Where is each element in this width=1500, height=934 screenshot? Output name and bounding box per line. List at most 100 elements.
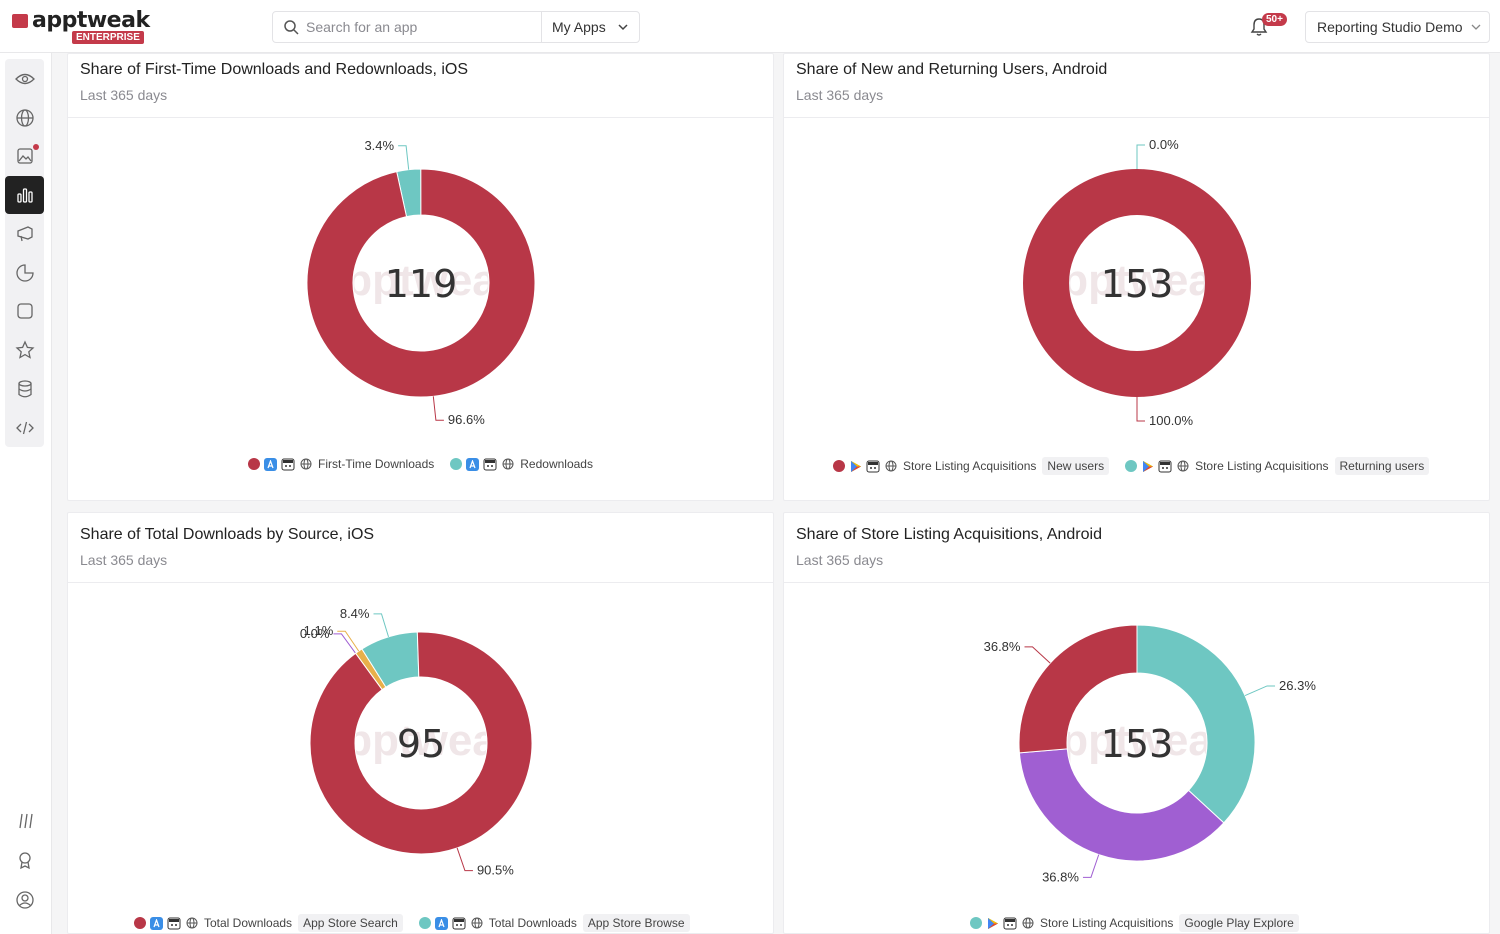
- app-store-icon: [150, 916, 163, 930]
- donut-slice: [309, 631, 533, 855]
- app-avatar-icon: [452, 917, 466, 929]
- top-bar: apptweak ENTERPRISE Search for an app My…: [0, 0, 1500, 53]
- legend-item[interactable]: Store Listing Acquisitions Returning use…: [1125, 457, 1430, 475]
- donut-slice: [1023, 169, 1251, 397]
- app-avatar-icon: [167, 917, 181, 929]
- slice-percent-label: 36.8%: [1042, 869, 1079, 884]
- legend-label: Store Listing Acquisitions: [1040, 916, 1174, 930]
- legend-tag: App Store Browse: [582, 914, 690, 932]
- chevron-down-icon[interactable]: [616, 20, 630, 34]
- workspace-selector[interactable]: Reporting Studio Demo: [1305, 11, 1490, 43]
- legend-item[interactable]: Total Downloads App Store Search: [134, 914, 403, 932]
- legend-label: Store Listing Acquisitions: [1195, 459, 1329, 473]
- logo-wordmark: apptweak: [32, 8, 150, 33]
- donut-slice: [1018, 748, 1225, 862]
- legend-item[interactable]: Redownloads: [450, 457, 593, 471]
- legend-tag: App Store Search: [298, 914, 403, 932]
- sidebar-item-overview[interactable]: [5, 60, 44, 98]
- slice-leader-line: [1244, 685, 1276, 697]
- sidebar-item-reviews[interactable]: [5, 331, 44, 369]
- globe-icon: [300, 458, 312, 470]
- app-search-bar[interactable]: Search for an app My Apps: [272, 11, 640, 43]
- donut-slice: [1136, 624, 1256, 824]
- search-divider: [541, 12, 542, 42]
- legend-swatch: [450, 458, 463, 470]
- app-store-icon: [466, 457, 480, 471]
- slashes-icon: [18, 813, 33, 829]
- megaphone-icon: [16, 226, 33, 242]
- slice-leader-line: [373, 613, 389, 638]
- chevron-down-icon: [1471, 24, 1481, 30]
- my-apps-dropdown[interactable]: My Apps: [552, 19, 606, 35]
- legend-label: Total Downloads: [488, 916, 577, 930]
- legend-swatch: [1125, 460, 1138, 472]
- app-avatar-icon: [281, 458, 295, 470]
- legend-item[interactable]: Store Listing Acquisitions Google Play E…: [970, 914, 1299, 932]
- search-icon: [284, 20, 299, 35]
- slice-percent-label: 3.4%: [364, 138, 394, 153]
- legend-label: Redownloads: [520, 457, 593, 471]
- card-subtitle: Last 365 days: [80, 552, 168, 568]
- app-avatar-icon: [1158, 460, 1172, 472]
- slice-percent-label: 0.0%: [300, 626, 330, 641]
- workspace-label: Reporting Studio Demo: [1317, 19, 1463, 35]
- legend-tag: Returning users: [1334, 457, 1430, 475]
- app-avatar-icon: [1003, 917, 1017, 929]
- card-subtitle: Last 365 days: [796, 552, 884, 568]
- sidebar-item-apps[interactable]: [5, 292, 44, 330]
- sidebar-item-api[interactable]: [5, 409, 44, 447]
- legend-tag: New users: [1042, 457, 1110, 475]
- slice-percent-label: 0.0%: [1149, 137, 1179, 152]
- chart-card-store-listing-acquisitions: Share of Store Listing Acquisitions, And…: [783, 512, 1490, 934]
- enterprise-badge: ENTERPRISE: [72, 31, 144, 44]
- legend-item[interactable]: Total Downloads App Store Browse: [418, 914, 690, 932]
- bar-chart-icon: [16, 188, 33, 203]
- sidebar-item-academy[interactable]: [5, 841, 44, 879]
- slice-percent-label: 100.0%: [1149, 413, 1194, 428]
- chart-legend: Store Listing Acquisitions New users Sto…: [833, 457, 1445, 475]
- app-store-icon: [264, 457, 277, 471]
- legend-item[interactable]: First-Time Downloads: [248, 457, 434, 471]
- slice-percent-label: 1.1%: [304, 623, 334, 638]
- sidebar-item-creatives[interactable]: [5, 137, 44, 175]
- card-title: Share of Total Downloads by Source, iOS: [80, 526, 375, 543]
- sidebar-item-data[interactable]: [5, 370, 44, 408]
- slice-percent-label: 90.5%: [477, 863, 514, 878]
- slice-leader-line: [432, 396, 444, 421]
- slice-leader-line: [398, 145, 410, 170]
- search-input[interactable]: Search for an app: [306, 19, 418, 35]
- card-subtitle: Last 365 days: [80, 87, 168, 103]
- apptweak-logo[interactable]: apptweak ENTERPRISE: [12, 8, 150, 46]
- square-icon: [16, 303, 33, 319]
- image-icon: [16, 148, 33, 164]
- sidebar-item-reporting[interactable]: [5, 176, 44, 214]
- globe-icon: [15, 109, 34, 127]
- slice-percent-label: 96.6%: [448, 412, 485, 427]
- card-header: Share of Total Downloads by Source, iOS …: [68, 513, 773, 583]
- donut-slice: [1018, 624, 1138, 754]
- sidebar-nav-group: [5, 59, 44, 447]
- sidebar-item-campaigns[interactable]: [5, 215, 44, 253]
- sidebar-item-market-share[interactable]: [5, 254, 44, 292]
- card-title: Share of Store Listing Acquisitions, And…: [796, 526, 1102, 543]
- slice-leader-line: [333, 633, 357, 654]
- notification-count-badge: 50+: [1262, 13, 1287, 26]
- chart-legend: Store Listing Acquisitions Google Play E…: [970, 914, 1315, 932]
- slice-percent-label: 26.3%: [1279, 678, 1316, 693]
- globe-icon: [885, 460, 897, 472]
- legend-item[interactable]: Store Listing Acquisitions New users: [833, 457, 1110, 475]
- eye-icon: [14, 73, 35, 85]
- card-header: Share of First-Time Downloads and Redown…: [68, 54, 773, 118]
- chart-card-first-time-downloads: Share of First-Time Downloads and Redown…: [67, 53, 774, 501]
- sidebar-item-account[interactable]: [5, 881, 44, 919]
- sidebar-item-markets[interactable]: [5, 99, 44, 137]
- globe-icon: [186, 917, 198, 929]
- star-icon: [14, 340, 35, 359]
- google-play-icon: [1143, 460, 1154, 472]
- globe-icon: [1022, 917, 1034, 929]
- sidebar-item-collapse[interactable]: [5, 802, 44, 840]
- chart-legend: Total Downloads App Store Search Total D…: [134, 914, 706, 932]
- legend-swatch: [134, 917, 146, 929]
